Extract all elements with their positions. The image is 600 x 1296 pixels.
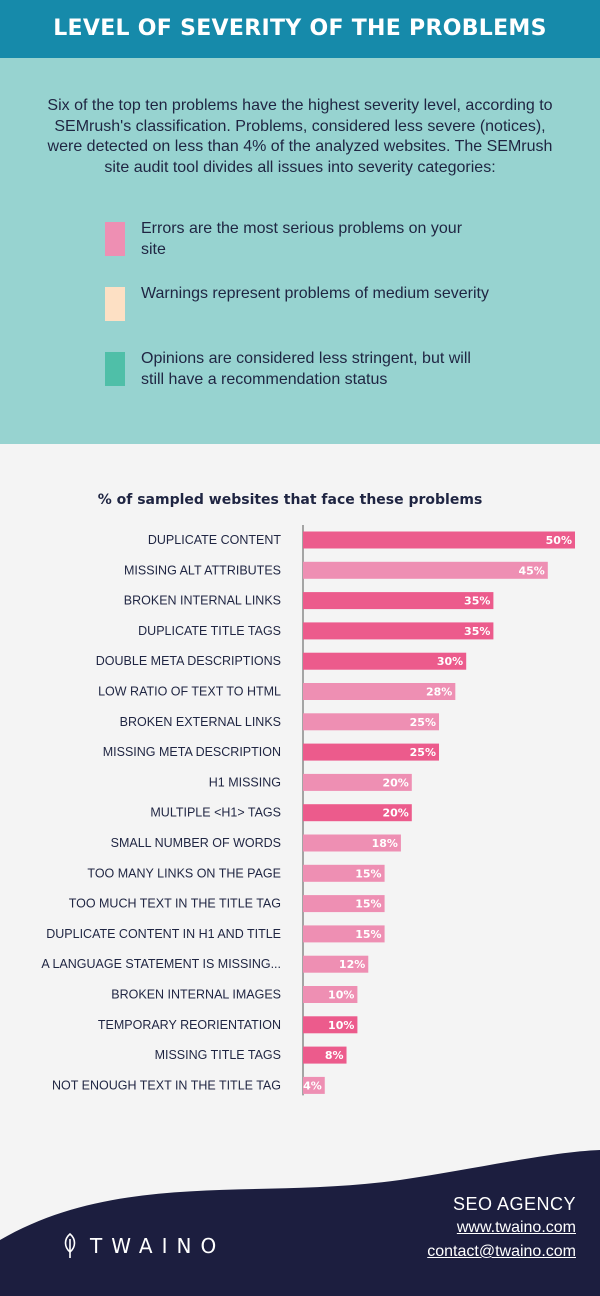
bar-chart: DUPLICATE CONTENT 50% MISSING ALT ATTRIBUT… <box>0 520 600 1115</box>
bar <box>303 955 369 973</box>
category-label: SMALL NUMBER OF WORDS <box>111 836 281 850</box>
intro-panel: Six of the top ten problems have the hig… <box>0 58 600 444</box>
agency-label: SEO AGENCY <box>452 1194 576 1214</box>
bar <box>303 986 358 1003</box>
bar <box>303 834 401 852</box>
email-link[interactable]: contact@twaino.com <box>427 1243 576 1260</box>
brand-name: TWAINO <box>90 1234 226 1258</box>
website-link[interactable]: www.twaino.com <box>456 1219 576 1236</box>
bar <box>303 1076 325 1094</box>
category-label: DOUBLE META DESCRIPTIONS <box>96 654 281 668</box>
value-label: 50% <box>546 534 572 547</box>
bar <box>303 1016 358 1034</box>
value-label: 10% <box>328 989 354 1002</box>
value-label: 18% <box>372 837 398 850</box>
legend-swatch-warnings <box>105 287 125 321</box>
bar <box>303 773 412 791</box>
category-label: TOO MUCH TEXT IN THE TITLE TAG <box>69 897 281 911</box>
value-label: 25% <box>410 716 436 729</box>
bar <box>303 804 412 822</box>
bar <box>303 713 439 731</box>
category-label: A LANGUAGE STATEMENT IS MISSING... <box>41 957 281 971</box>
category-label: TOO MANY LINKS ON THE PAGE <box>87 866 281 880</box>
chart-title: % of sampled websites that face these pr… <box>97 492 483 508</box>
bar <box>303 864 385 882</box>
category-label: MISSING META DESCRIPTION <box>103 745 281 759</box>
leaf-icon <box>64 1233 76 1258</box>
value-label: 8% <box>325 1049 344 1062</box>
legend-swatch-opinions <box>105 352 125 386</box>
value-label: 10% <box>328 1019 354 1032</box>
category-label: MULTIPLE <H1> TAGS <box>150 806 281 820</box>
category-label: BROKEN INTERNAL IMAGES <box>111 988 281 1002</box>
legend-label-opinions: Opinions are considered less stringent, … <box>141 350 471 388</box>
bar <box>303 1046 347 1064</box>
legend-label-warnings: Warnings represent problems of medium se… <box>141 285 489 302</box>
category-label: MISSING TITLE TAGS <box>155 1048 281 1062</box>
agency-contact: SEO AGENCY www.twaino.com contact@twaino… <box>427 1192 576 1264</box>
category-label: BROKEN INTERNAL LINKS <box>124 594 281 608</box>
value-label: 15% <box>355 898 381 911</box>
bar <box>303 925 385 943</box>
value-label: 20% <box>382 807 408 820</box>
value-label: 15% <box>355 867 381 880</box>
category-label: MISSING ALT ATTRIBUTES <box>124 563 281 577</box>
value-label: 15% <box>355 928 381 941</box>
value-label: 25% <box>410 746 436 759</box>
value-label: 45% <box>518 564 544 577</box>
bar <box>303 592 494 610</box>
value-label: 35% <box>464 595 490 608</box>
category-label: DUPLICATE TITLE TAGS <box>138 624 281 638</box>
intro-text: Six of the top ten problems have the hig… <box>47 97 553 176</box>
bar <box>303 895 385 913</box>
category-label: LOW RATIO OF TEXT TO HTML <box>98 685 281 699</box>
bar <box>303 652 467 670</box>
value-label: 28% <box>426 686 452 699</box>
category-label: DUPLICATE CONTENT <box>148 533 281 547</box>
category-label: TEMPORARY REORIENTATION <box>98 1018 281 1032</box>
footer-wave <box>0 1150 600 1296</box>
brand-logo: TWAINO <box>62 1233 225 1259</box>
legend-swatch-errors <box>105 222 125 256</box>
value-label: 4% <box>303 1079 322 1092</box>
bar <box>303 743 439 761</box>
value-label: 30% <box>437 655 463 668</box>
legend-label-errors: Errors are the most serious problems on … <box>141 220 463 258</box>
value-label: 35% <box>464 625 490 638</box>
category-label: BROKEN EXTERNAL LINKS <box>120 715 281 729</box>
bar <box>303 561 548 579</box>
bar <box>303 531 575 549</box>
bar <box>303 622 494 640</box>
value-label: 12% <box>339 958 365 971</box>
bar <box>303 683 456 700</box>
value-label: 20% <box>382 776 408 789</box>
category-label: DUPLICATE CONTENT IN H1 AND TITLE <box>46 927 281 941</box>
page-title: LEVEL OF SEVERITY OF THE PROBLEMS <box>0 0 600 58</box>
category-label: NOT ENOUGH TEXT IN THE TITLE TAG <box>52 1078 281 1092</box>
category-label: H1 MISSING <box>209 775 281 789</box>
